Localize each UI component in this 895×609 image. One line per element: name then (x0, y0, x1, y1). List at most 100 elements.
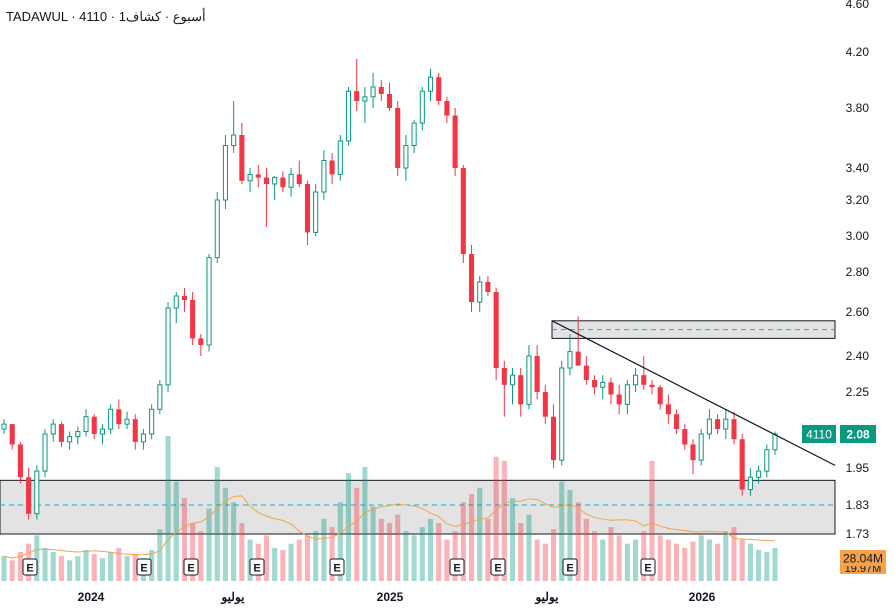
candle (337, 135, 343, 181)
candle-body (321, 160, 327, 193)
candle-body (214, 199, 220, 259)
volume-bar (747, 543, 753, 581)
candle-body (567, 351, 573, 369)
candle-body (329, 160, 335, 175)
earnings-marker[interactable]: E (329, 558, 345, 576)
candle-body (26, 477, 32, 514)
candle (739, 434, 745, 496)
candle-body (99, 428, 105, 435)
earnings-marker-box (490, 558, 506, 576)
candle (304, 180, 311, 245)
volume-bar (296, 539, 302, 581)
price-axis[interactable]: 4.60 4.20 3.80 3.40 3.20 3.00 2.80 2.60 2.40 2.25… (846, 0, 870, 541)
earnings-marker-label: E (566, 563, 573, 575)
candle-body (575, 351, 581, 366)
earnings-marker[interactable]: E (449, 558, 465, 576)
candle-body (460, 168, 466, 254)
candle (772, 431, 778, 455)
candle (354, 59, 360, 111)
candle-body (477, 281, 483, 303)
candle (715, 414, 721, 434)
earnings-marker[interactable]: E (640, 558, 656, 576)
candle-body (698, 433, 704, 461)
symbol-title: TADAWUL · 4110 · 1أسبوع · كشاف (6, 9, 206, 24)
candle-body (739, 439, 745, 490)
candle-body (190, 300, 196, 339)
volume-bar (764, 552, 770, 581)
candle-body (485, 282, 491, 292)
candle-body (592, 380, 598, 388)
earnings-marker-label: E (26, 563, 33, 575)
candle-body (58, 424, 64, 442)
earnings-marker-label: E (644, 563, 651, 575)
candle-body (124, 418, 130, 425)
volume-bar (534, 539, 540, 581)
volume-bar (362, 467, 368, 581)
candle-body (608, 382, 614, 395)
candle-body (108, 408, 114, 430)
x-tick-label: 2026 (689, 590, 716, 604)
candle (329, 153, 335, 184)
volume-bar (518, 523, 524, 581)
candle (124, 411, 130, 430)
y-tick-label: 1.73 (846, 527, 870, 541)
candle-body (444, 101, 450, 116)
volume-bar (706, 539, 712, 581)
earnings-marker-box (640, 558, 656, 576)
candle-body (411, 122, 417, 146)
volume-bar (559, 481, 565, 581)
candle-body (600, 381, 606, 388)
earnings-marker[interactable]: E (562, 558, 578, 576)
volume-bar (378, 518, 384, 581)
earnings-marker[interactable]: E (249, 558, 265, 576)
candle (403, 135, 409, 181)
candle-body (296, 174, 302, 184)
volume-bar (436, 523, 442, 581)
earnings-marker[interactable]: E (183, 558, 199, 576)
candle (1, 419, 7, 434)
candle-body (559, 367, 565, 461)
volume-bar (624, 543, 630, 581)
volume-bar (649, 460, 655, 581)
earnings-marker-label: E (494, 563, 501, 575)
candle (534, 345, 540, 400)
candle-body (756, 470, 762, 478)
time-axis[interactable]: 2024 يوليو 2025 يوليو 2026 (78, 590, 716, 605)
volume-bar (731, 527, 737, 581)
candle (468, 245, 475, 312)
candle (550, 404, 557, 468)
volume-bar (452, 531, 458, 581)
candle (34, 465, 40, 520)
volume-bar (723, 531, 729, 581)
volume-bar (75, 556, 81, 581)
volume-bar (477, 487, 483, 581)
earnings-marker[interactable]: E (490, 558, 506, 576)
candle-body (263, 177, 270, 184)
candle (280, 171, 286, 192)
volume-bar (501, 460, 507, 581)
candle (436, 73, 442, 106)
candle (674, 409, 680, 434)
y-tick-label: 4.60 (846, 0, 870, 11)
candle (26, 468, 32, 520)
candle (756, 465, 762, 484)
candle-body (649, 384, 655, 388)
candle-body (616, 394, 622, 405)
candle (616, 384, 622, 415)
candle (173, 292, 179, 323)
earnings-marker[interactable]: E (136, 558, 152, 576)
volume-bar (222, 487, 229, 581)
earnings-marker[interactable]: E (22, 558, 38, 576)
candle (649, 380, 655, 395)
volume-bar (165, 436, 171, 581)
candle (140, 429, 146, 450)
y-tick-label: 3.20 (846, 193, 870, 207)
volume-bar (108, 552, 114, 581)
candle-body (83, 416, 89, 433)
candle (321, 150, 327, 200)
earnings-marker-box (22, 558, 38, 576)
candle-body (427, 76, 434, 92)
volume-bar (206, 508, 212, 581)
